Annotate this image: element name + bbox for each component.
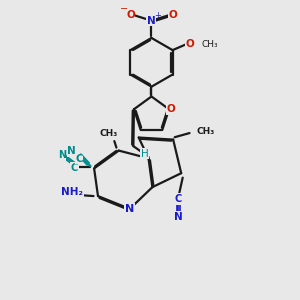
Text: C: C <box>75 154 83 164</box>
Text: NH₂: NH₂ <box>61 187 83 196</box>
Text: CH₃: CH₃ <box>201 40 218 49</box>
Text: CH₃: CH₃ <box>100 128 118 137</box>
Text: +: + <box>154 11 161 20</box>
Text: O: O <box>186 40 194 50</box>
Text: C: C <box>71 163 78 173</box>
Text: N: N <box>174 212 183 222</box>
Text: O: O <box>169 10 178 20</box>
Text: C: C <box>175 194 182 204</box>
Text: H: H <box>141 148 148 159</box>
Text: N: N <box>125 204 134 214</box>
Text: O: O <box>126 10 135 20</box>
Text: CH₃: CH₃ <box>196 127 214 136</box>
Text: N: N <box>67 146 76 156</box>
Text: N: N <box>147 16 156 26</box>
Text: −: − <box>120 4 128 14</box>
Text: O: O <box>167 104 175 114</box>
Text: N: N <box>58 150 66 160</box>
